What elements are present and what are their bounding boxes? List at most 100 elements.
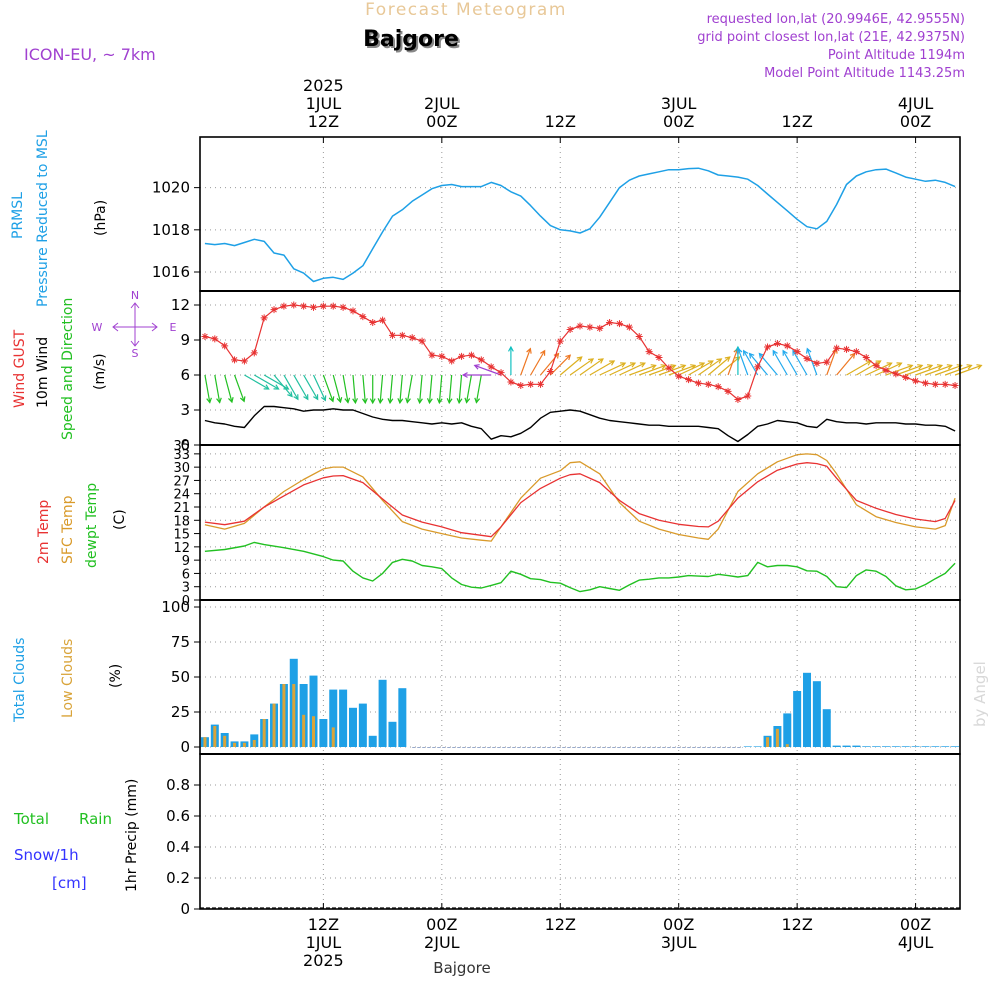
wind-arrow xyxy=(875,362,902,376)
total-cloud-bar xyxy=(339,689,348,747)
y-tick-label: 0 xyxy=(180,900,190,918)
total-cloud-bar xyxy=(891,746,900,747)
wind-arrow xyxy=(549,354,571,376)
location-title: Bajgore xyxy=(363,27,459,52)
compass-rose: N W E S xyxy=(92,289,177,360)
wind-arrow-head xyxy=(540,349,546,356)
wind-arrow-head xyxy=(597,358,604,364)
gust-line xyxy=(204,304,956,401)
wind-arrow-head xyxy=(405,397,411,404)
wind-arrow-head xyxy=(724,356,731,362)
wind-arrow xyxy=(303,374,319,400)
gust-marker xyxy=(260,314,268,322)
gust-marker xyxy=(645,348,653,356)
gust-marker xyxy=(635,333,643,340)
wind-arrow-head xyxy=(263,384,270,390)
gust-marker xyxy=(931,380,939,388)
gust-marker xyxy=(428,351,436,359)
y-tick-label: 9 xyxy=(182,554,190,569)
gust-marker xyxy=(793,348,801,356)
gust-marker xyxy=(951,382,959,389)
wind-arrow-head xyxy=(639,362,646,368)
wind-arrow-head xyxy=(387,398,394,405)
gust-marker xyxy=(724,387,732,395)
gust-marker xyxy=(240,357,248,365)
time-label-top: 00Z xyxy=(426,112,457,131)
wind-arrow xyxy=(599,362,626,376)
wind-arrow xyxy=(342,374,349,403)
y-tick-label: 1016 xyxy=(152,263,190,281)
low-cloud-bar xyxy=(331,727,335,747)
wind-arrow-head xyxy=(216,397,222,404)
wind-arrow xyxy=(332,374,342,403)
pressure-axis-labels: PRMSL Pressure Reduced to MSL (hPa) xyxy=(10,130,109,307)
wind-arrow xyxy=(312,374,326,401)
model-label: ICON-EU, ~ 7km xyxy=(24,45,156,64)
y-tick-label: 50 xyxy=(171,668,190,686)
total-cloud-bar xyxy=(872,746,881,747)
gust-marker xyxy=(310,303,318,311)
wind-arrow xyxy=(428,374,433,403)
credit-watermark: by Angel xyxy=(971,661,989,727)
wind-arrow xyxy=(474,364,502,376)
precip-label-unit: 1hr Precip (mm) xyxy=(124,779,140,892)
wind-arrow-head xyxy=(456,398,463,405)
wind-arrow xyxy=(530,350,546,376)
temperature-axis-labels: 2m Temp SFC Temp dewpt Temp (C) xyxy=(36,483,128,568)
wind-arrow-head xyxy=(576,356,583,362)
wind-arrow xyxy=(717,356,741,376)
wind-arrow-head xyxy=(397,398,404,405)
precip-legend-cm: [cm] xyxy=(52,874,87,892)
wind-arrow-head xyxy=(743,349,749,356)
wind-arrow-head xyxy=(707,360,714,366)
panel-frame xyxy=(199,753,961,910)
wind-arrow xyxy=(283,374,299,400)
precip-legend-rain: Rain xyxy=(79,810,112,828)
wind-arrow xyxy=(688,360,714,376)
gust-marker xyxy=(458,352,466,360)
time-label-top: 2JUL xyxy=(424,94,460,113)
wind-label-10m: 10m Wind xyxy=(35,337,51,408)
wind-label-speed-dir: Speed and Direction xyxy=(60,298,76,440)
total-cloud-bar xyxy=(783,713,792,747)
gust-marker xyxy=(675,372,683,380)
wind-arrow-head xyxy=(287,391,293,398)
wind-arrow-head xyxy=(336,397,343,404)
time-label-bottom: 12Z xyxy=(545,915,576,934)
gust-marker xyxy=(527,380,535,388)
time-label-top: 12Z xyxy=(308,112,339,131)
gust-marker xyxy=(694,379,702,387)
time-label-bottom: 4JUL xyxy=(898,933,934,952)
pressure-label-prmsl: PRMSL xyxy=(10,192,26,239)
y-tick-label: 6 xyxy=(180,366,190,384)
wind-arrow xyxy=(406,374,413,403)
temp-2m-line xyxy=(204,462,956,538)
wind-arrow-head xyxy=(736,347,743,354)
wind-arrow-head xyxy=(344,397,351,404)
low-cloud-bar xyxy=(262,719,266,747)
gust-marker xyxy=(467,351,475,359)
low-cloud-bar xyxy=(203,737,207,747)
dewpoint-line xyxy=(204,541,956,593)
total-cloud-bar xyxy=(803,672,812,747)
wind-arrow xyxy=(214,374,221,403)
wind-arrow xyxy=(865,362,892,376)
wind-arrow-head xyxy=(526,347,532,354)
gust-marker xyxy=(842,345,850,353)
time-label-top: 1JUL xyxy=(306,94,342,113)
wind-arrow-head xyxy=(273,384,280,390)
gust-marker xyxy=(507,378,515,386)
wind-axis-labels: Wind GUST 10m Wind Speed and Direction (… xyxy=(12,289,177,440)
gust-marker xyxy=(211,335,219,343)
wind-arrow-head xyxy=(464,397,471,404)
gust-marker xyxy=(783,342,791,350)
y-tick-label: 18 xyxy=(173,514,190,529)
low-cloud-bar xyxy=(292,684,296,747)
total-cloud-bar xyxy=(378,679,387,747)
wind-arrow-head xyxy=(507,345,514,352)
y-tick-label: 0.4 xyxy=(166,838,190,856)
low-cloud-bar xyxy=(242,742,246,747)
wind-arrow xyxy=(905,364,933,376)
gust-marker xyxy=(379,316,387,324)
wind-arrow-head xyxy=(369,398,376,405)
